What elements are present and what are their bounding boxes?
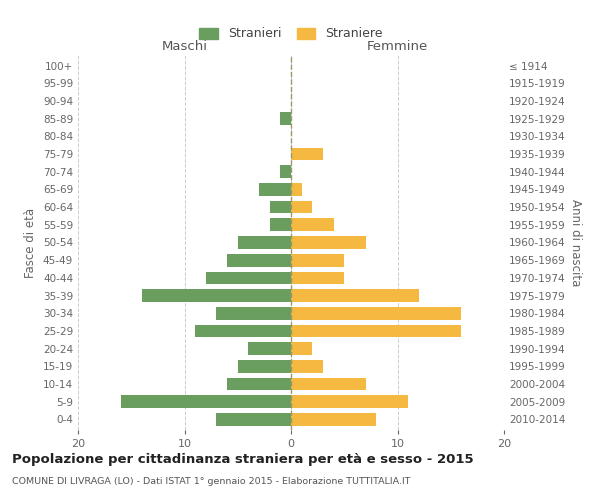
- Text: Maschi: Maschi: [161, 40, 208, 53]
- Bar: [291, 360, 323, 372]
- Text: Popolazione per cittadinanza straniera per età e sesso - 2015: Popolazione per cittadinanza straniera p…: [12, 452, 473, 466]
- Text: Femmine: Femmine: [367, 40, 428, 53]
- Bar: [291, 289, 419, 302]
- Bar: [227, 378, 291, 390]
- Text: COMUNE DI LIVRAGA (LO) - Dati ISTAT 1° gennaio 2015 - Elaborazione TUTTITALIA.IT: COMUNE DI LIVRAGA (LO) - Dati ISTAT 1° g…: [12, 478, 410, 486]
- Bar: [291, 324, 461, 338]
- Bar: [291, 236, 365, 249]
- Bar: [195, 324, 291, 338]
- Bar: [248, 342, 291, 355]
- Bar: [291, 378, 365, 390]
- Bar: [280, 112, 291, 125]
- Bar: [291, 396, 408, 408]
- Y-axis label: Anni di nascita: Anni di nascita: [569, 199, 582, 286]
- Y-axis label: Fasce di età: Fasce di età: [25, 208, 37, 278]
- Bar: [291, 272, 344, 284]
- Bar: [121, 396, 291, 408]
- Bar: [291, 254, 344, 266]
- Bar: [227, 254, 291, 266]
- Bar: [270, 218, 291, 231]
- Bar: [217, 413, 291, 426]
- Bar: [142, 289, 291, 302]
- Bar: [291, 148, 323, 160]
- Bar: [291, 413, 376, 426]
- Bar: [238, 236, 291, 249]
- Bar: [291, 201, 313, 213]
- Legend: Stranieri, Straniere: Stranieri, Straniere: [196, 24, 386, 44]
- Bar: [291, 342, 313, 355]
- Bar: [270, 201, 291, 213]
- Bar: [280, 166, 291, 178]
- Bar: [291, 183, 302, 196]
- Bar: [259, 183, 291, 196]
- Bar: [217, 307, 291, 320]
- Bar: [291, 307, 461, 320]
- Bar: [238, 360, 291, 372]
- Bar: [291, 218, 334, 231]
- Bar: [206, 272, 291, 284]
